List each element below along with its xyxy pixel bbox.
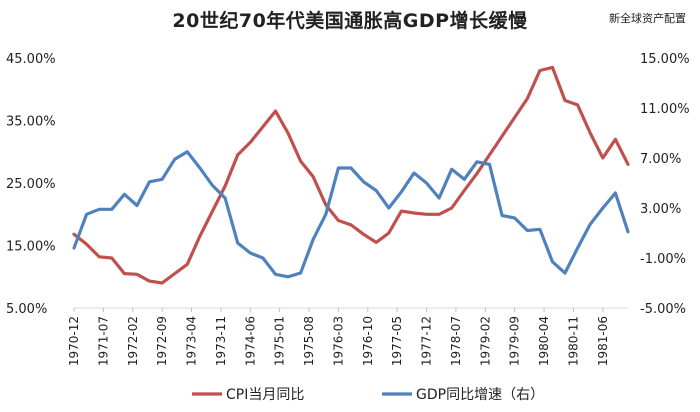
x-tick-label: 1976-10	[361, 316, 375, 366]
chart-title: 20世纪70年代美国通胀高GDP增长缓慢	[172, 10, 528, 32]
legend: CPI当月同比 GDP同比增速（右）	[192, 387, 544, 403]
x-tick-label: 1979-02	[478, 316, 492, 366]
x-tick-label: 1972-02	[126, 316, 140, 366]
right-tick-label: 7.00%	[640, 152, 681, 167]
x-tick-label: 1980-11	[566, 316, 580, 366]
left-tick-label: 25.00%	[6, 177, 56, 192]
x-tick-label: 1971-07	[96, 316, 110, 366]
left-tick-label: 45.00%	[6, 52, 56, 67]
right-tick-label: -5.00%	[640, 302, 686, 317]
legend-label-cpi: CPI当月同比	[226, 387, 304, 403]
x-tick-label: 1975-08	[302, 316, 316, 366]
gdp-series-line	[72, 150, 630, 279]
right-tick-label: 15.00%	[640, 52, 690, 67]
x-tick-label: 1979-09	[508, 316, 522, 366]
right-axis-ticks: -5.00% -1.00% 3.00% 7.00% 11.00% 15.00%	[640, 52, 690, 317]
x-tick-label: 1977-12	[420, 316, 434, 366]
right-tick-label: 11.00%	[640, 102, 690, 117]
right-tick-label: -1.00%	[640, 252, 686, 267]
x-tick-label: 1977-05	[390, 316, 404, 366]
series-lines	[72, 65, 630, 285]
left-tick-label: 15.00%	[6, 240, 56, 255]
source-label: 新全球资产配置	[609, 12, 686, 25]
x-tick-label: 1975-01	[273, 316, 287, 366]
x-axis-ticks: 1970-12 1971-07 1972-02 1972-09 1973-04 1973-…	[67, 308, 610, 366]
x-tick-label: 1978-07	[449, 316, 463, 366]
x-tick-label: 1970-12	[67, 316, 81, 366]
x-tick-label: 1973-11	[214, 316, 228, 366]
x-tick-label: 1972-09	[155, 316, 169, 366]
legend-label-gdp: GDP同比增速（右）	[416, 387, 544, 403]
x-tick-label: 1973-04	[185, 316, 199, 366]
x-tick-label: 1980-04	[537, 316, 551, 366]
right-tick-label: 3.00%	[640, 202, 681, 217]
cpi-series-line	[72, 65, 630, 285]
left-tick-label: 35.00%	[6, 115, 56, 130]
left-axis-ticks: 5.00% 15.00% 25.00% 35.00% 45.00%	[6, 52, 56, 317]
x-tick-label: 1976-03	[331, 316, 345, 366]
x-tick-label: 1981-06	[596, 316, 610, 366]
left-tick-label: 5.00%	[6, 302, 47, 317]
x-tick-label: 1974-06	[243, 316, 257, 366]
